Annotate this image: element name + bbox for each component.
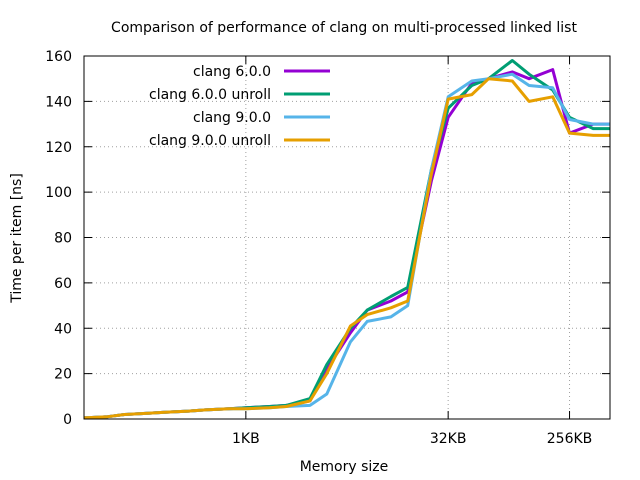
y-tick-label: 120 [45, 140, 72, 156]
series-lines [83, 59, 610, 420]
y-tick-label: 80 [54, 231, 72, 247]
chart-title: Comparison of performance of clang on mu… [111, 20, 577, 36]
x-tick-label: 256KB [547, 431, 593, 447]
y-tick-label: 160 [45, 49, 72, 65]
legend-label: clang 6.0.0 unroll [149, 87, 271, 103]
series-line-clang-9-0-0-unroll [83, 77, 610, 420]
y-tick-label: 140 [45, 94, 72, 110]
y-tick-label: 100 [45, 185, 72, 201]
axis-ticks: 0 20 40 60 80 100 120 140 160 1KB 32KB 256KB [45, 49, 610, 447]
grid [84, 56, 610, 419]
x-tick-label: 32KB [430, 431, 467, 447]
legend: clang 6.0.0 clang 6.0.0 unroll clang 9.0.0… [149, 64, 330, 149]
series-line-clang-6-0-0 [83, 68, 610, 420]
plot-frame [83, 55, 611, 420]
y-tick-label: 40 [54, 321, 72, 337]
y-tick-label: 0 [63, 412, 72, 428]
y-axis-label: Time per item [ns] [9, 173, 25, 304]
y-tick-label: 20 [54, 367, 72, 383]
x-axis-label: Memory size [300, 459, 389, 475]
series-line-clang-6-0-0-unroll [83, 59, 610, 420]
legend-label: clang 9.0.0 unroll [149, 133, 271, 149]
x-tick-label: 1KB [232, 431, 260, 447]
y-tick-label: 60 [54, 276, 72, 292]
legend-label: clang 9.0.0 [193, 110, 271, 126]
legend-label: clang 6.0.0 [193, 64, 271, 80]
series-line-clang-9-0-0 [83, 72, 610, 420]
